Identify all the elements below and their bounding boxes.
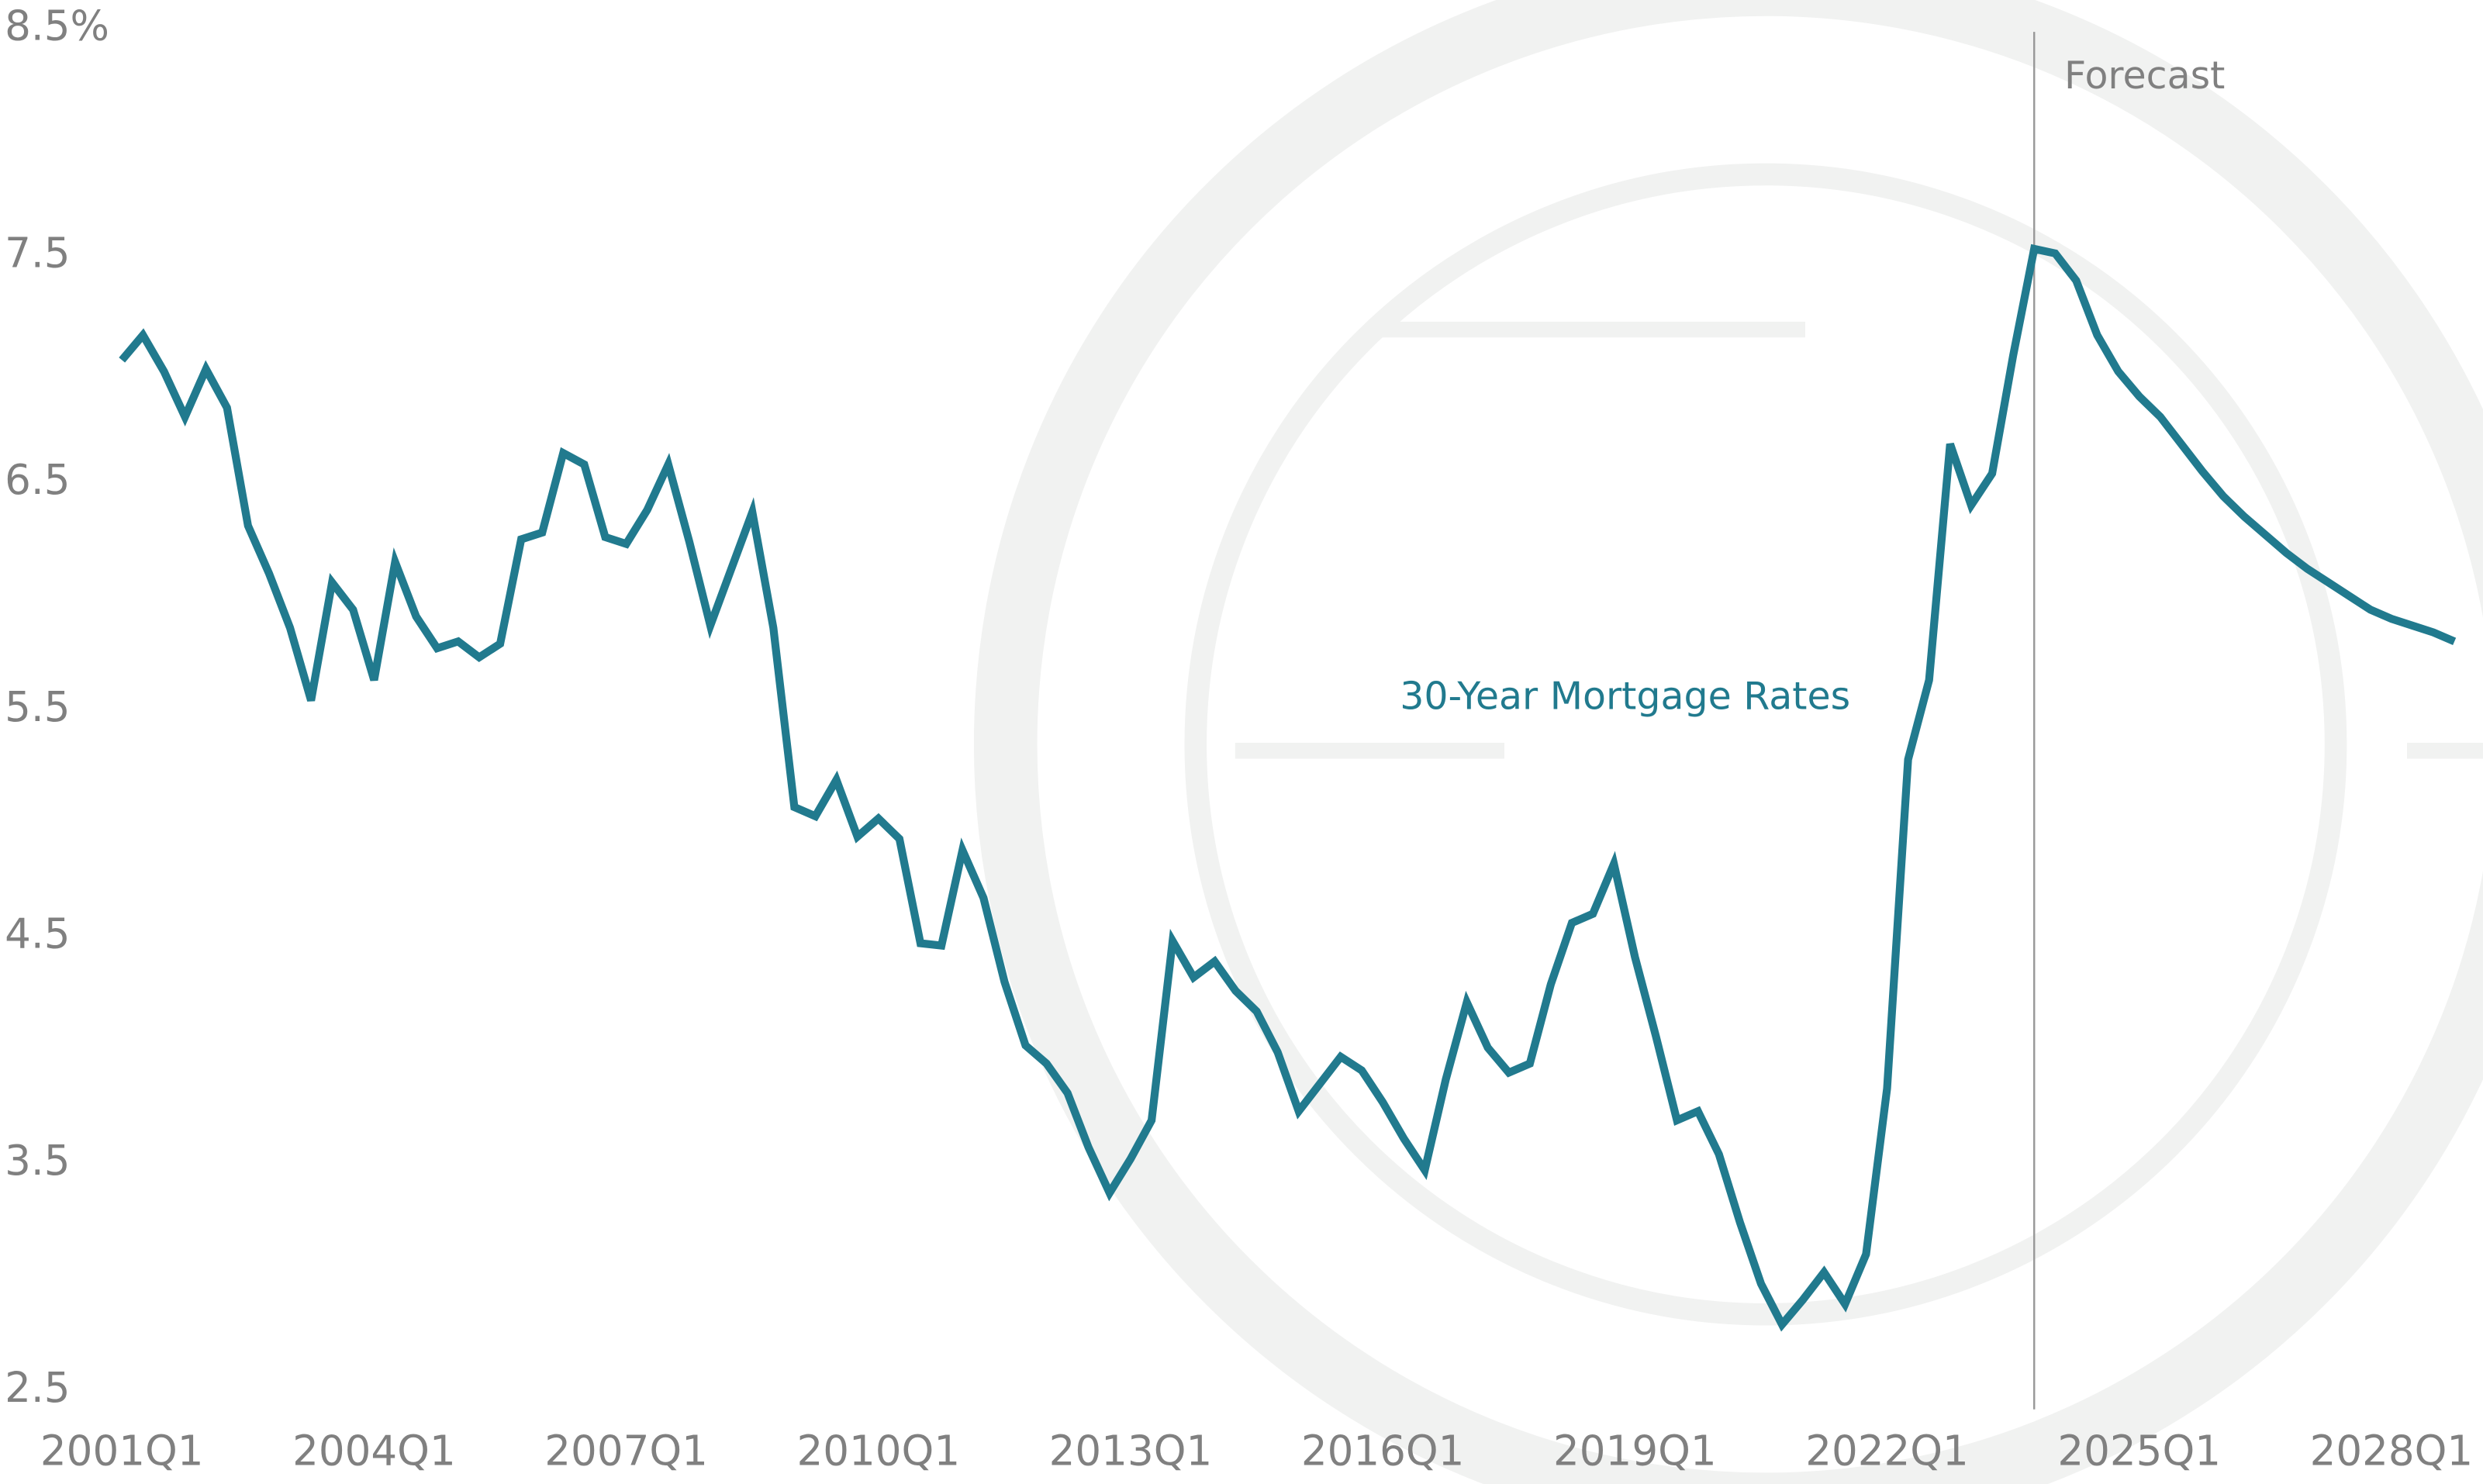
x-tick-label: 2004Q1 <box>292 1427 456 1475</box>
watermark <box>974 0 2483 1484</box>
x-tick-label: 2013Q1 <box>1049 1427 1213 1475</box>
y-tick-label: 3.5 <box>5 1137 70 1185</box>
seal-inner <box>1184 163 2347 1326</box>
x-tick-label: 2022Q1 <box>1805 1427 1969 1475</box>
series-label: 30-Year Mortgage Rates <box>1400 674 1850 718</box>
series-line <box>119 243 2457 1332</box>
y-tick-label: 4.5 <box>5 909 70 958</box>
x-tick-label: 2028Q1 <box>2310 1427 2474 1475</box>
y-tick-label: 2.5 <box>5 1364 70 1412</box>
x-tick-label: 2010Q1 <box>796 1427 960 1475</box>
y-tick-label: 8.5% <box>5 2 109 50</box>
x-tick-label: 2025Q1 <box>2057 1427 2221 1475</box>
x-tick-label: 2019Q1 <box>1553 1427 1717 1475</box>
y-tick-label: 6.5 <box>5 456 70 504</box>
x-tick-label: 2001Q1 <box>40 1427 204 1475</box>
y-tick-label: 5.5 <box>5 683 70 731</box>
y-tick-label: 7.5 <box>5 229 70 277</box>
seal-ring <box>974 0 2483 1484</box>
x-tick-label: 2016Q1 <box>1301 1427 1465 1475</box>
x-tick-label: 2007Q1 <box>544 1427 708 1475</box>
annotation: Forecast <box>2064 53 2225 98</box>
